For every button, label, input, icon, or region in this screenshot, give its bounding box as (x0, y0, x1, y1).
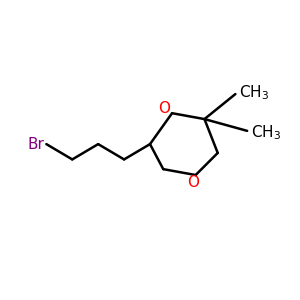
Text: O: O (158, 101, 170, 116)
Text: CH$_3$: CH$_3$ (239, 83, 269, 102)
Text: O: O (187, 175, 199, 190)
Text: Br: Br (27, 136, 44, 152)
Text: CH$_3$: CH$_3$ (251, 123, 281, 142)
